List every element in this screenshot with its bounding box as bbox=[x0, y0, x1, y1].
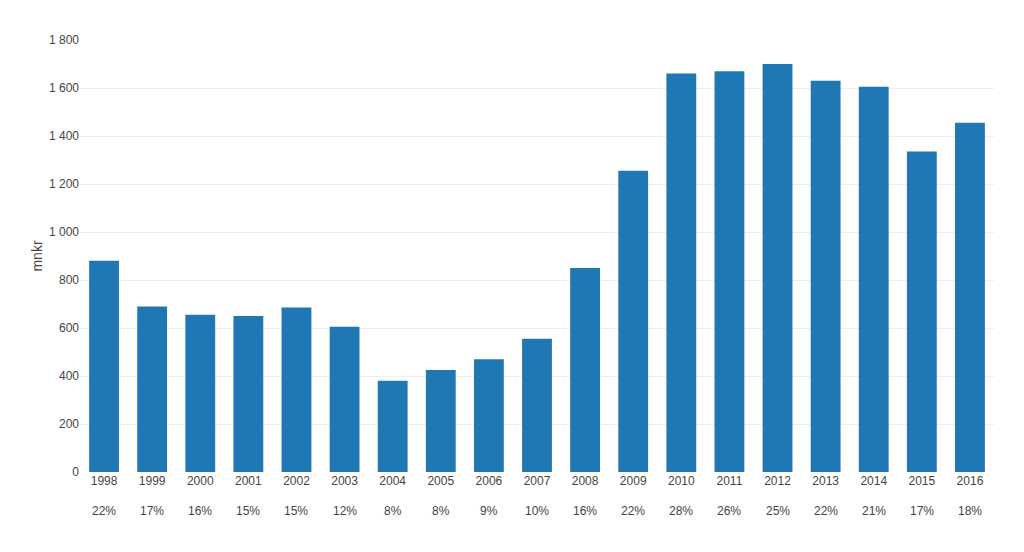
svg-text:2016: 2016 bbox=[957, 474, 984, 488]
svg-text:18%: 18% bbox=[958, 504, 982, 518]
svg-text:mnkr: mnkr bbox=[29, 240, 45, 271]
svg-text:0: 0 bbox=[72, 465, 79, 479]
svg-text:2015: 2015 bbox=[908, 474, 935, 488]
svg-text:400: 400 bbox=[59, 369, 79, 383]
svg-text:2004: 2004 bbox=[379, 474, 406, 488]
svg-text:800: 800 bbox=[59, 273, 79, 287]
svg-text:9%: 9% bbox=[480, 504, 498, 518]
svg-text:28%: 28% bbox=[669, 504, 693, 518]
svg-text:17%: 17% bbox=[910, 504, 934, 518]
svg-text:2012: 2012 bbox=[764, 474, 791, 488]
svg-text:600: 600 bbox=[59, 321, 79, 335]
svg-text:16%: 16% bbox=[573, 504, 597, 518]
svg-text:2003: 2003 bbox=[331, 474, 358, 488]
svg-text:2001: 2001 bbox=[235, 474, 262, 488]
svg-text:15%: 15% bbox=[284, 504, 308, 518]
svg-text:1998: 1998 bbox=[91, 474, 118, 488]
svg-text:10%: 10% bbox=[525, 504, 549, 518]
svg-text:16%: 16% bbox=[188, 504, 212, 518]
svg-text:21%: 21% bbox=[862, 504, 886, 518]
svg-text:8%: 8% bbox=[384, 504, 402, 518]
svg-text:2005: 2005 bbox=[427, 474, 454, 488]
svg-text:26%: 26% bbox=[717, 504, 741, 518]
svg-text:2009: 2009 bbox=[620, 474, 647, 488]
svg-text:200: 200 bbox=[59, 417, 79, 431]
svg-text:8%: 8% bbox=[432, 504, 450, 518]
svg-text:2010: 2010 bbox=[668, 474, 695, 488]
svg-text:1 800: 1 800 bbox=[49, 33, 79, 47]
svg-text:1 000: 1 000 bbox=[49, 225, 79, 239]
svg-text:2014: 2014 bbox=[860, 474, 887, 488]
svg-text:2006: 2006 bbox=[476, 474, 503, 488]
svg-text:1999: 1999 bbox=[139, 474, 166, 488]
svg-text:15%: 15% bbox=[236, 504, 260, 518]
svg-text:2011: 2011 bbox=[717, 474, 743, 488]
svg-text:2000: 2000 bbox=[187, 474, 214, 488]
svg-text:25%: 25% bbox=[766, 504, 790, 518]
svg-text:2008: 2008 bbox=[572, 474, 599, 488]
svg-text:1 200: 1 200 bbox=[49, 177, 79, 191]
svg-text:22%: 22% bbox=[814, 504, 838, 518]
svg-text:2007: 2007 bbox=[524, 474, 551, 488]
svg-text:17%: 17% bbox=[140, 504, 164, 518]
svg-text:2002: 2002 bbox=[283, 474, 310, 488]
svg-text:1 600: 1 600 bbox=[49, 81, 79, 95]
svg-text:22%: 22% bbox=[92, 504, 116, 518]
svg-text:22%: 22% bbox=[621, 504, 645, 518]
svg-text:2013: 2013 bbox=[812, 474, 839, 488]
svg-text:1 400: 1 400 bbox=[49, 129, 79, 143]
svg-text:12%: 12% bbox=[333, 504, 357, 518]
